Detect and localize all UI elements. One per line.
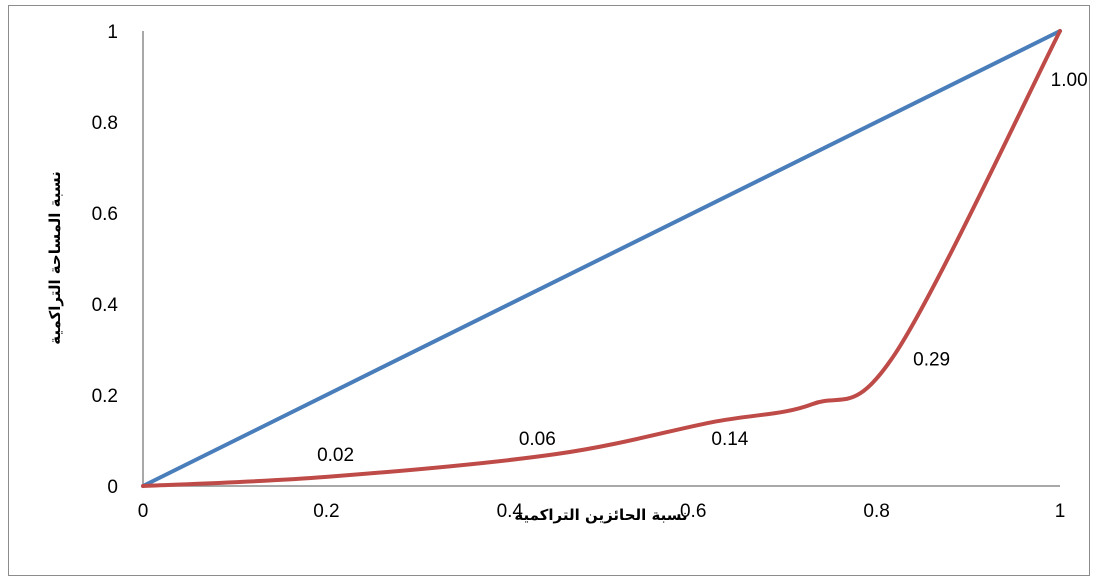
y-tick-label: 1 (107, 22, 118, 43)
x-tick-label: 0 (138, 501, 149, 522)
x-axis-title: نسبة الحائزين التراكمية (514, 506, 687, 524)
data-label: 1.00 (1051, 70, 1088, 91)
data-label: 0.02 (317, 445, 354, 466)
y-axis-title: نسبة المساحة التراكمية (46, 171, 64, 345)
chart-frame (8, 5, 1090, 576)
x-tick-label: 0.4 (497, 501, 524, 522)
x-tick-label: 0.2 (313, 501, 339, 522)
equality-line (141, 29, 1062, 488)
y-tick-label: 0.2 (92, 386, 118, 407)
data-labels: 0.02 0.06 0.14 0.29 1.00 (317, 70, 1088, 466)
x-tick-label: 0.8 (863, 501, 889, 522)
y-tick-labels: 0 0.2 0.4 0.6 0.8 1 (92, 22, 119, 498)
x-tick-label: 1 (1055, 501, 1066, 522)
lorenz-curve (141, 29, 1062, 488)
data-label: 0.29 (913, 350, 950, 371)
y-tick-label: 0.4 (92, 295, 119, 316)
series-group (141, 29, 1062, 488)
data-label: 0.06 (519, 429, 556, 450)
y-tick-label: 0 (107, 477, 118, 498)
x-tick-labels: 0 0.2 0.4 0.6 0.8 1 (138, 501, 1066, 522)
y-tick-label: 0.6 (92, 204, 118, 225)
x-tick-label: 0.6 (680, 501, 706, 522)
axes (142, 31, 1060, 487)
data-label: 0.14 (711, 429, 748, 450)
y-tick-label: 0.8 (92, 113, 118, 134)
